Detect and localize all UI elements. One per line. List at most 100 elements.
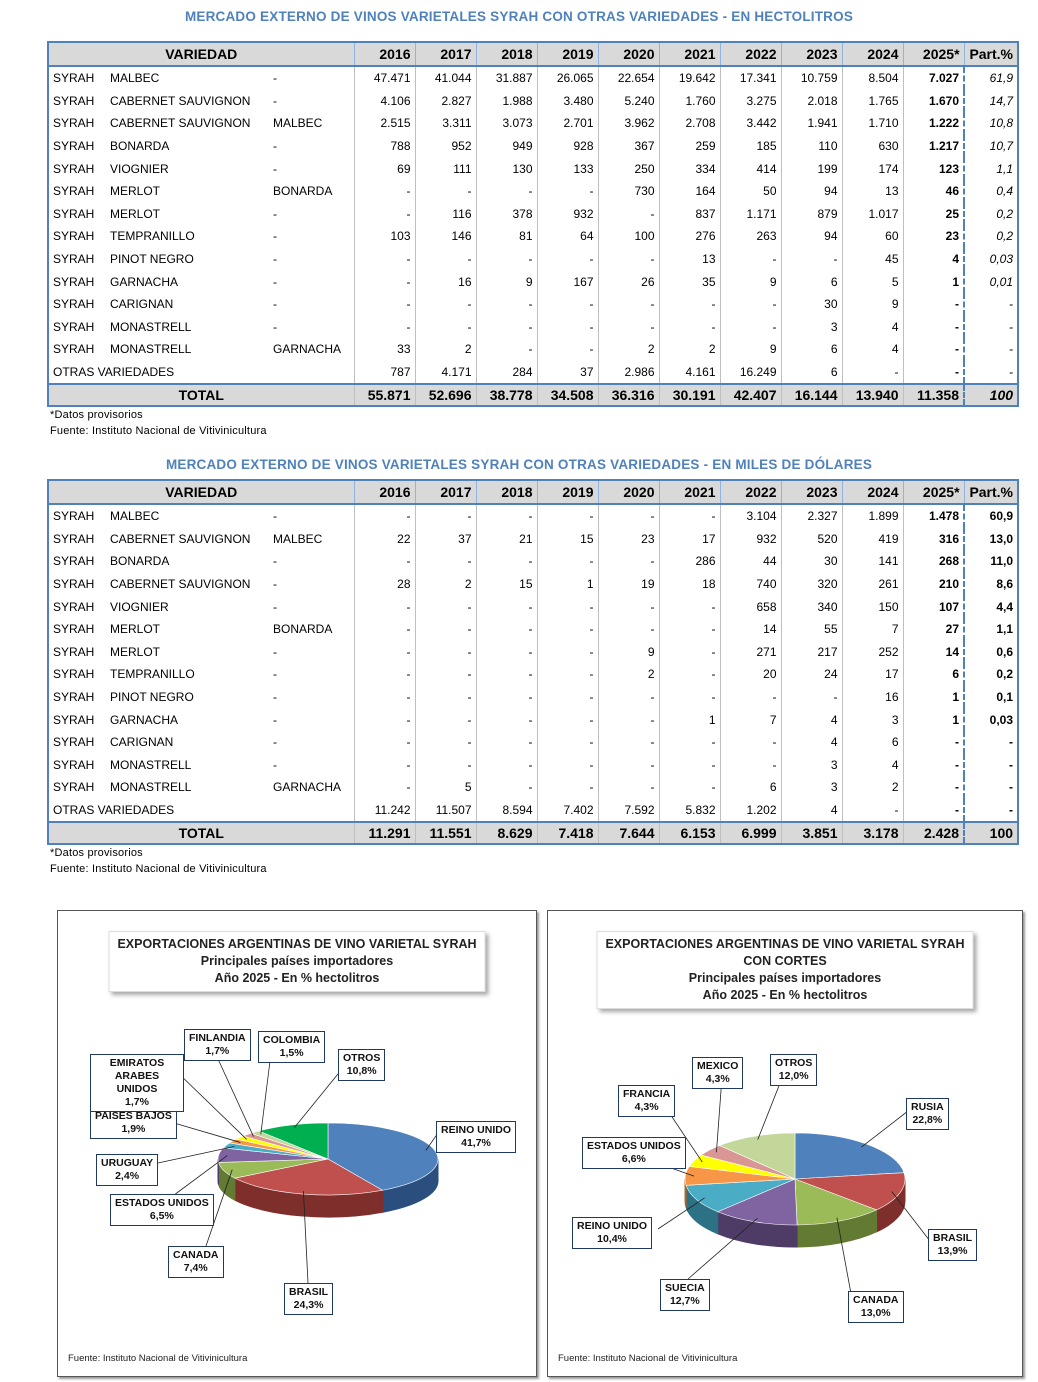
table-cell: 37 <box>415 527 477 551</box>
table-cell: 19.642 <box>659 66 721 90</box>
table-cell: - <box>354 663 416 686</box>
table-cell: 952 <box>415 134 477 158</box>
variety-cell: SYRAH <box>47 225 106 248</box>
pie-label-value: 10,4% <box>597 1233 627 1245</box>
table-cell: 21 <box>476 527 538 551</box>
variety-cell: SYRAH <box>47 112 106 135</box>
pie-label-name: BRASIL <box>933 1232 973 1244</box>
note-provisional-2: *Datos provisorios <box>50 847 143 859</box>
table-cell: 185 <box>720 134 782 158</box>
table-cell: 37 <box>537 360 599 385</box>
table-cell: - <box>354 595 416 618</box>
table-cell: 8,6 <box>964 572 1020 596</box>
table-cell: 7.418 <box>537 821 599 846</box>
table-cell: - <box>720 315 782 339</box>
table-hectolitros: VARIEDAD 2016 2017 2018 2019 2020 2021 2022 2023… <box>46 41 1020 408</box>
pie-panel-varietal: EXPORTACIONES ARGENTINAS DE VINO VARIETA… <box>57 910 537 1377</box>
table-cell: 1.670 <box>903 89 966 113</box>
table-cell: 1.760 <box>659 89 721 113</box>
table-cell: 4 <box>842 753 904 777</box>
header-variedad: VARIEDAD <box>46 41 355 67</box>
table-cell: 3.104 <box>720 504 782 528</box>
pie2-title2: CON CORTES <box>743 954 827 968</box>
table-cell: - <box>537 663 599 686</box>
table-row: SYRAH PINOT NEGRO - - - - - -13- -45 4 0,03 <box>47 247 1020 271</box>
table-cell: 2.515 <box>354 112 416 135</box>
pie-label-value: 12,0% <box>778 1070 809 1082</box>
variety-cell: - <box>269 270 355 293</box>
table-cell: 61,9 <box>964 66 1020 90</box>
pie-label-estados-unidos: ESTADOS UNIDOS 6,6% <box>582 1137 686 1169</box>
table-row: SYRAH MERLOT BONARDA - - - -730 164 50 94 13 46 0,4 <box>47 179 1020 203</box>
table-cell: 26 <box>598 270 660 293</box>
table-cell: 11.507 <box>415 798 477 823</box>
pie-label-canada: CANADA 7,4% <box>168 1246 224 1278</box>
table-cell: 6 <box>720 776 782 799</box>
pie-label-name: COLOMBIA <box>263 1034 321 1046</box>
table-row: SYRAH TEMPRANILLO -103 146 81 64 100 276 263 94 60… <box>47 225 1020 248</box>
header-col: 2023 <box>780 479 843 505</box>
table-cell: - <box>354 270 416 293</box>
table-title-dolares: MERCADO EXTERNO DE VINOS VARIETALES SYRA… <box>165 457 873 472</box>
table-cell: 210 <box>903 572 966 596</box>
table-cell: - <box>842 798 904 823</box>
table-cell: - <box>964 338 1020 361</box>
table-cell: 146 <box>415 225 477 248</box>
pie-slice-otros <box>257 1122 329 1160</box>
table-cell: - <box>415 663 477 686</box>
note-source: Fuente: Instituto Nacional de Vitivinicu… <box>50 425 267 437</box>
table-cell: 928 <box>537 134 599 158</box>
table-cell: 17 <box>659 527 721 551</box>
variety-cell: - <box>269 134 355 158</box>
table-cell: 64 <box>537 225 599 248</box>
table-cell: 414 <box>720 157 782 180</box>
table-cell: - <box>598 617 660 641</box>
table-cell: 2 <box>598 663 660 686</box>
table-cell: - <box>476 315 538 339</box>
table-cell: 15 <box>537 527 599 551</box>
table-cell: - <box>354 753 416 777</box>
table-cell: 252 <box>842 640 904 664</box>
table-cell: 150 <box>842 595 904 618</box>
pie-chart-cortes <box>639 1072 931 1300</box>
table-cell: - <box>659 776 721 799</box>
variety-cell: CARIGNAN <box>110 297 174 312</box>
table-cell: - <box>903 315 966 339</box>
table-cell: 13 <box>842 179 904 203</box>
leader-line <box>425 1132 439 1151</box>
variety-cell: SYRAH <box>47 640 106 664</box>
table-cell: 14 <box>720 617 782 641</box>
header-col: 2019 <box>536 479 599 505</box>
table-cell: 26.065 <box>537 66 599 90</box>
pie2-subtitle: Principales países importadores <box>688 971 882 985</box>
table-row: SYRAH MONASTRELL - - - - - - - -3 4- - <box>47 753 1020 777</box>
table-cell: 55 <box>781 617 843 641</box>
table-cell: 1.941 <box>781 112 843 135</box>
table-cell: 5 <box>415 776 477 799</box>
table-cell: - <box>354 708 416 731</box>
table-cell: - <box>903 730 966 754</box>
table-cell: 6.999 <box>720 821 782 846</box>
variety-cell: SYRAH <box>47 663 106 686</box>
table-cell: - <box>598 685 660 709</box>
pie-label-canada: CANADA 13,0% <box>848 1291 904 1323</box>
table-cell: 111 <box>415 157 477 180</box>
pie-label-value: 1,5% <box>279 1047 304 1059</box>
header-col: 2021 <box>658 41 721 67</box>
table-cell: 2.708 <box>659 112 721 135</box>
header-row: VARIEDAD 2016 2017 2018 2019 2020 2021 2022 2023… <box>46 479 1020 505</box>
table-cell: 13,0 <box>964 527 1020 551</box>
table-cell: 0,2 <box>964 663 1020 686</box>
pie-label-name: URUGUAY <box>101 1157 154 1169</box>
table-cell: 60,9 <box>964 504 1020 528</box>
table-cell: 1 <box>903 685 966 709</box>
header-col: 2025* <box>902 41 965 67</box>
table-row: SYRAH MONASTRELL GARNACHA -5- - - -6 3 2- - <box>47 776 1020 799</box>
total-label: TOTAL <box>46 383 355 408</box>
table-cell: 14,7 <box>964 89 1020 113</box>
table-cell: 334 <box>659 157 721 180</box>
table-cell: 167 <box>537 270 599 293</box>
pie-slice-rusia <box>794 1132 905 1180</box>
table-cell: - <box>659 640 721 664</box>
pie-label-rusia: RUSIA 22,8% <box>906 1098 949 1130</box>
